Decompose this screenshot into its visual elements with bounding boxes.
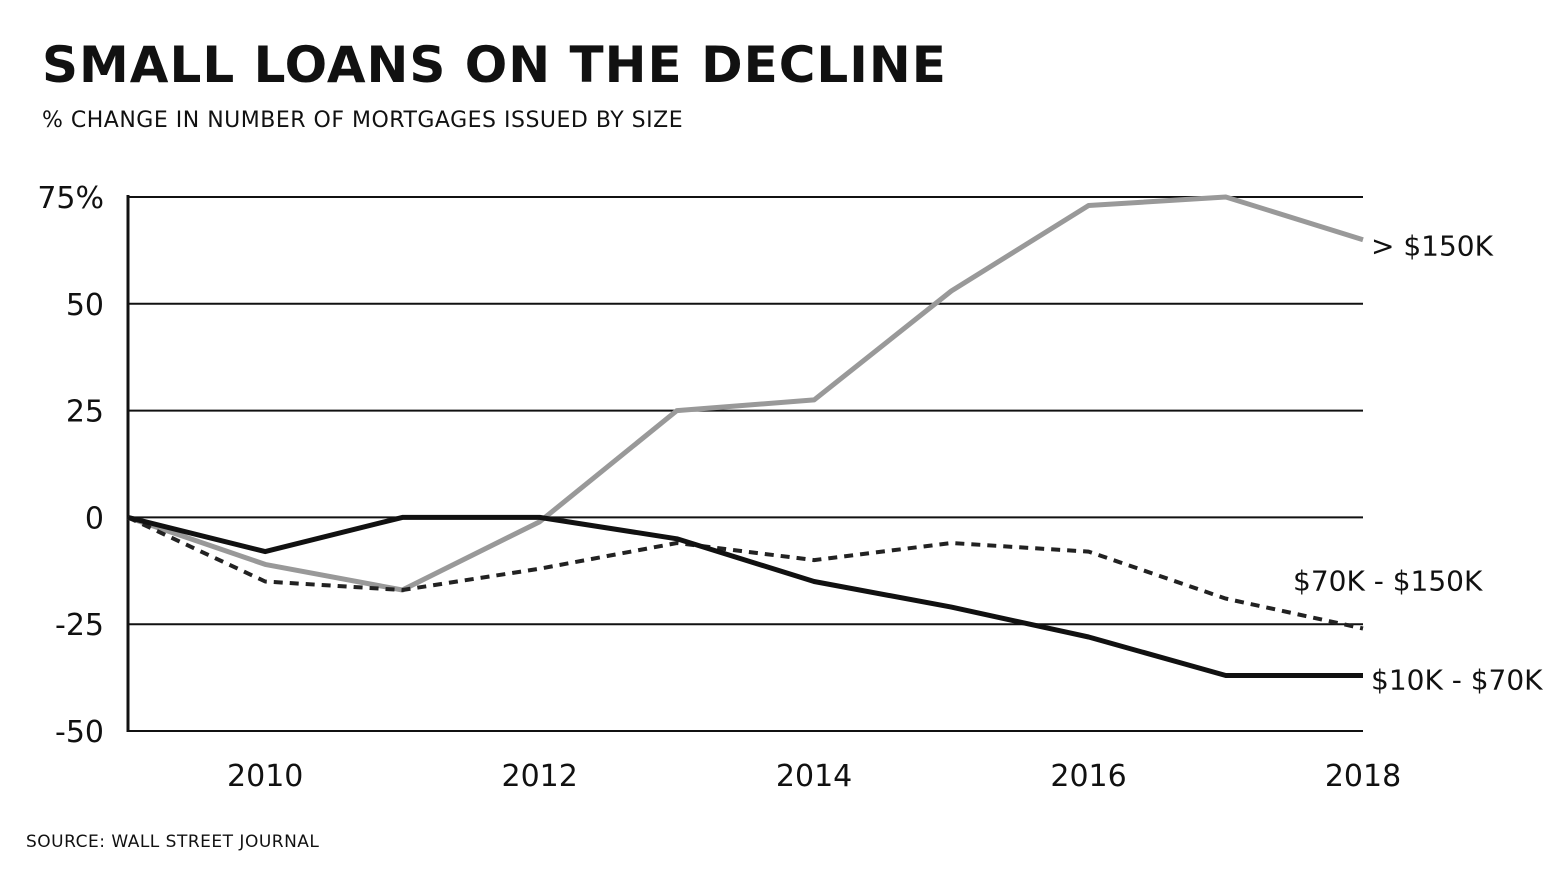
series-lines [127,194,1364,678]
y-tick-label: -50 [55,715,104,750]
x-tick-label: 2010 [227,759,303,794]
x-tick-label: 2018 [1325,759,1401,794]
gridlines [128,196,1363,732]
series-line-0 [127,194,1364,593]
y-tick-label: 75% [37,181,104,216]
x-tick-label: 2012 [501,759,577,794]
x-tick-label: 2014 [776,759,852,794]
series-line-2 [127,514,1363,678]
series-label: $10K - $70K [1371,663,1543,696]
series-label: $70K - $150K [1293,564,1483,597]
y-tick-label: 25 [66,395,104,430]
source-note: SOURCE: WALL STREET JOURNAL [26,832,320,852]
y-tick-label: 0 [85,501,104,536]
y-tick-label: 50 [66,288,104,323]
x-tick-label: 2016 [1050,759,1126,794]
x-tick-labels: 2010 2012 2014 2016 2018 [227,759,1401,794]
series-label: > $150K [1371,230,1494,263]
chart-title: SMALL LOANS ON THE DECLINE [42,36,947,94]
y-tick-labels: 75% 50 25 0 -25 -50 [37,181,104,750]
chart-subtitle: % CHANGE IN NUMBER OF MORTGAGES ISSUED B… [42,108,684,133]
y-tick-label: -25 [55,608,104,643]
series-labels: > $150K $70K - $150K $10K - $70K [1293,230,1543,697]
